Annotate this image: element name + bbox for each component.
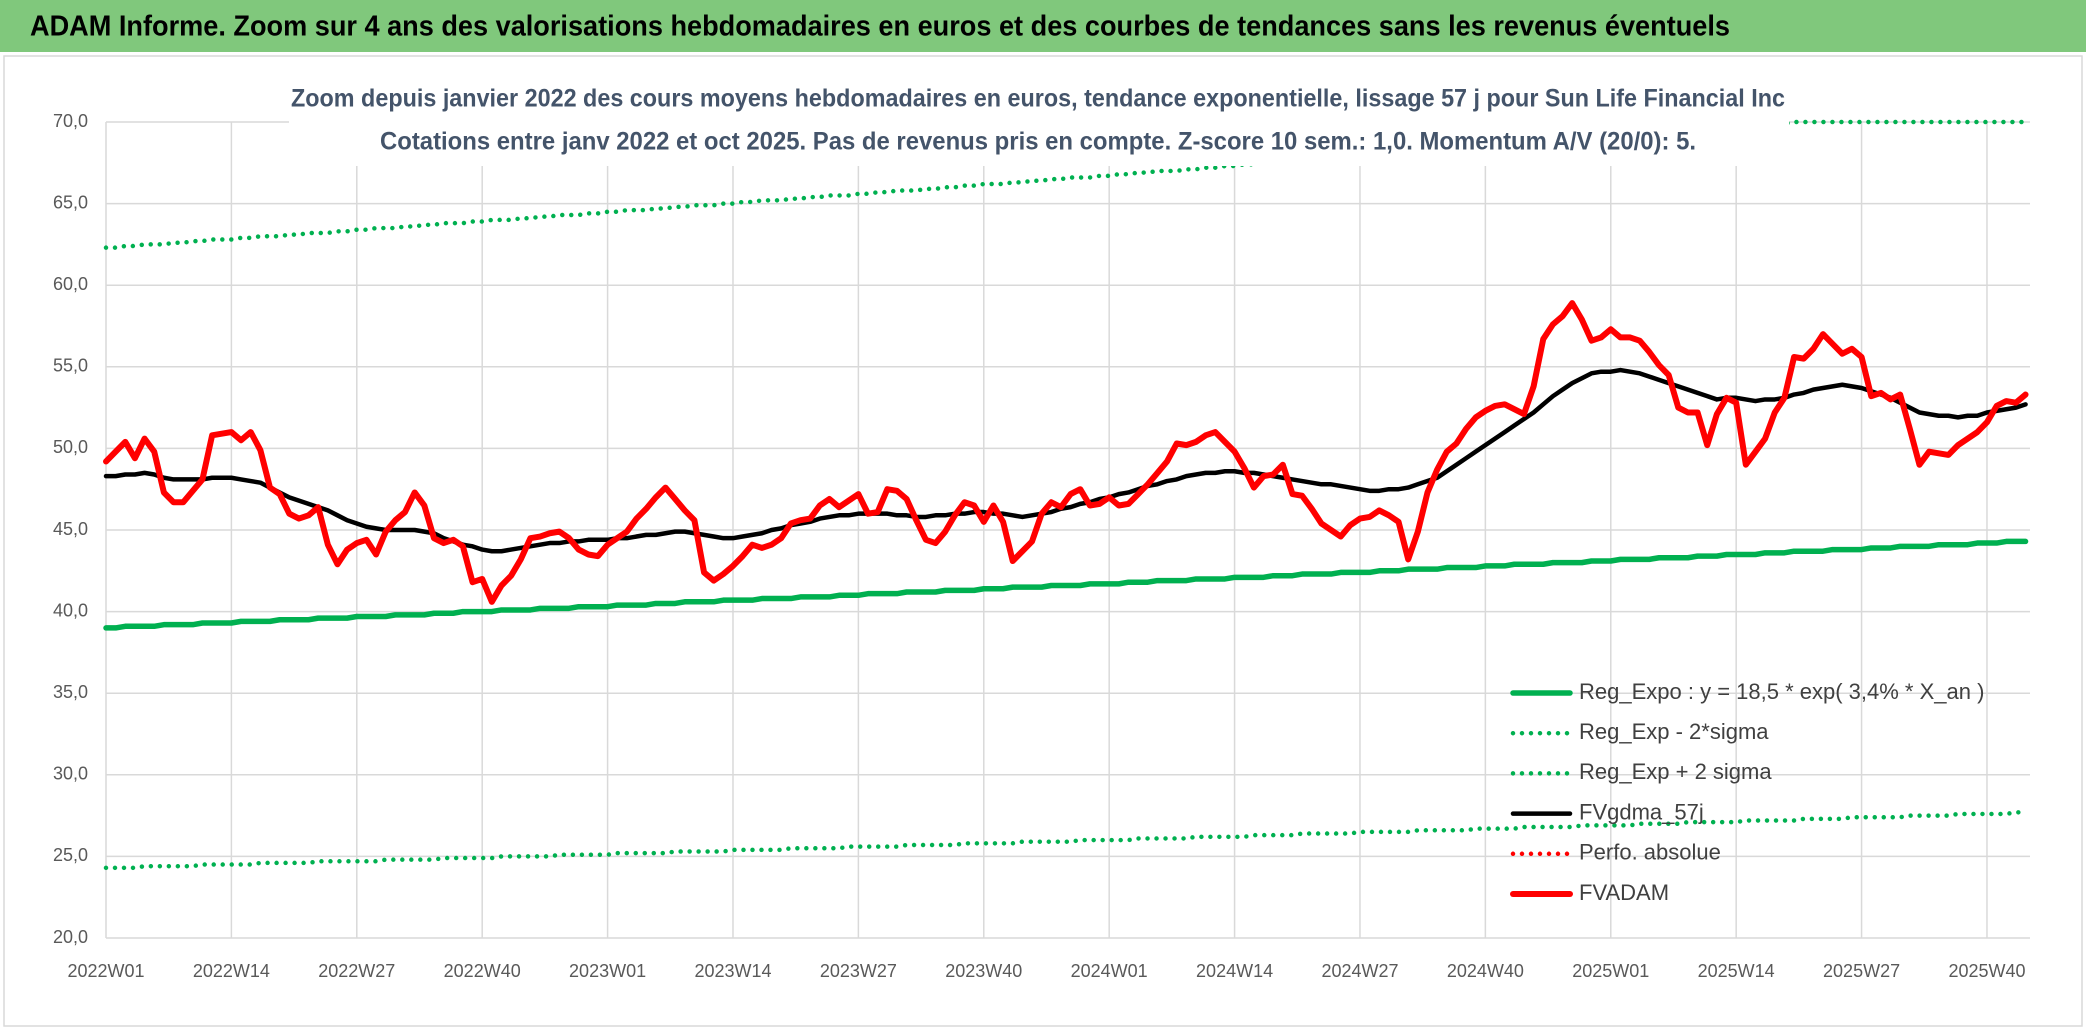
page-title: ADAM Informe. Zoom sur 4 ans des valoris… (30, 11, 1730, 43)
legend-label: Perfo. absolue (1579, 840, 1721, 865)
series-line (103, 810, 2028, 871)
subtitle: Cotations entre janv 2022 et oct 2025. P… (380, 128, 1696, 156)
x-tick-label: 2023W01 (569, 961, 646, 981)
x-tick-label: 2025W40 (1948, 961, 2025, 981)
legend-label: FVgdma_57j (1579, 799, 1704, 824)
series-line (103, 300, 2029, 605)
x-tick-label: 2022W14 (193, 961, 270, 981)
x-tick-label: 2024W01 (1071, 961, 1148, 981)
legend-label: Reg_Exp - 2*sigma (1579, 719, 1769, 744)
y-tick-label: 35,0 (53, 682, 88, 702)
x-tick-label: 2023W27 (820, 961, 897, 981)
x-tick-label: 2025W27 (1823, 961, 1900, 981)
y-tick-label: 20,0 (53, 927, 88, 947)
y-tick-label: 50,0 (53, 437, 88, 457)
legend-label: FVADAM (1579, 880, 1669, 905)
series-line (103, 538, 2029, 631)
series-line (103, 367, 2028, 554)
subtitle-box (289, 78, 1789, 166)
y-tick-label: 70,0 (53, 111, 88, 131)
y-tick-label: 45,0 (53, 519, 88, 539)
x-tick-label: 2024W40 (1447, 961, 1524, 981)
banner (0, 0, 2086, 52)
plot-area (103, 119, 2029, 871)
chart-frame (3, 55, 2083, 1027)
y-tick-label: 65,0 (53, 192, 88, 212)
subtitle: Zoom depuis janvier 2022 des cours moyen… (291, 85, 1785, 113)
legend-label: Reg_Exp + 2 sigma (1579, 759, 1772, 784)
x-tick-label: 2022W40 (444, 961, 521, 981)
x-tick-label: 2023W40 (945, 961, 1022, 981)
x-tick-label: 2022W27 (318, 961, 395, 981)
y-tick-label: 30,0 (53, 764, 88, 784)
y-tick-label: 25,0 (53, 845, 88, 865)
y-tick-label: 60,0 (53, 274, 88, 294)
x-tick-label: 2022W01 (67, 961, 144, 981)
y-tick-label: 40,0 (53, 600, 88, 620)
x-tick-label: 2023W14 (694, 961, 771, 981)
y-tick-label: 55,0 (53, 356, 88, 376)
legend-label: Reg_Expo : y = 18,5 * exp( 3,4% * X_an ) (1579, 679, 1984, 704)
x-tick-label: 2025W01 (1572, 961, 1649, 981)
x-tick-label: 2024W27 (1321, 961, 1398, 981)
axes: 70,0 65,0 60,0 55,0 50,0 45,0 40,0 35,0 30,0 25,0… (53, 111, 2030, 981)
x-tick-label: 2024W14 (1196, 961, 1273, 981)
legend: Reg_Expo : y = 18,5 * exp( 3,4% * X_an )… (1510, 679, 1984, 905)
x-tick-label: 2025W14 (1698, 961, 1775, 981)
